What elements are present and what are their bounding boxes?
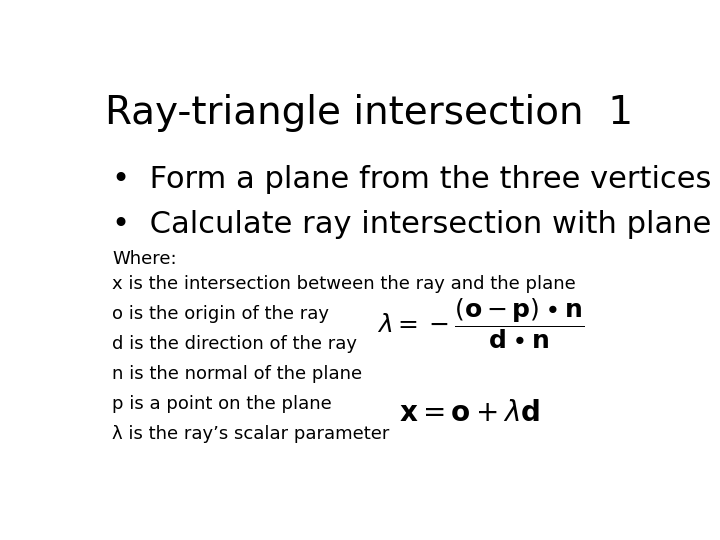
Text: $\mathbf{x} = \mathbf{o} + \lambda\mathbf{d}$: $\mathbf{x} = \mathbf{o} + \lambda\mathb…	[399, 399, 540, 427]
Text: Ray-triangle intersection  1: Ray-triangle intersection 1	[105, 94, 633, 132]
Text: x is the intersection between the ray and the plane: x is the intersection between the ray an…	[112, 275, 576, 293]
Text: •  Calculate ray intersection with plane: • Calculate ray intersection with plane	[112, 210, 711, 239]
Text: λ is the ray’s scalar parameter: λ is the ray’s scalar parameter	[112, 425, 390, 443]
Text: n is the normal of the plane: n is the normal of the plane	[112, 365, 362, 383]
Text: p is a point on the plane: p is a point on the plane	[112, 395, 332, 413]
Text: o is the origin of the ray: o is the origin of the ray	[112, 305, 329, 323]
Text: $\lambda = -\dfrac{(\mathbf{o}-\mathbf{p})\bullet\mathbf{n}}{\mathbf{d}\bullet\m: $\lambda = -\dfrac{(\mathbf{o}-\mathbf{p…	[377, 296, 585, 350]
Text: Where:: Where:	[112, 250, 177, 268]
Text: •  Form a plane from the three vertices: • Form a plane from the three vertices	[112, 165, 711, 194]
Text: d is the direction of the ray: d is the direction of the ray	[112, 335, 357, 353]
